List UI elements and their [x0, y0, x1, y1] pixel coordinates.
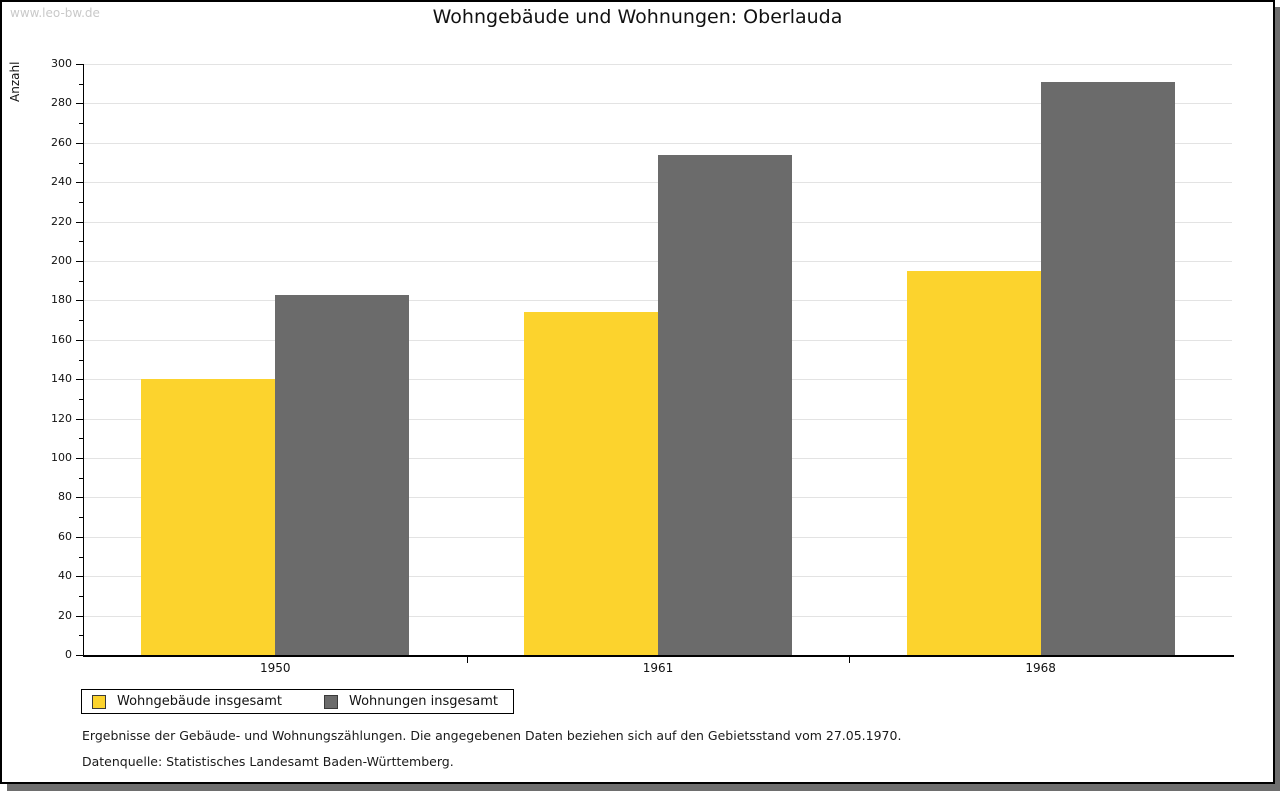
- watermark: www.leo-bw.de: [10, 6, 100, 20]
- y-tick-minor-150: [79, 359, 83, 361]
- y-tick-label-200: 200: [51, 254, 72, 267]
- y-tick-major-220: [76, 221, 83, 223]
- y-tick-minor-110: [79, 438, 83, 440]
- y-tick-major-100: [76, 458, 83, 459]
- y-axis-line: [83, 64, 84, 657]
- y-tick-label-180: 180: [51, 293, 72, 307]
- bar-1950-wohnungen-insgesamt: [275, 294, 410, 655]
- legend-label-wohnungen-insgesamt: Wohnungen insgesamt: [349, 694, 498, 709]
- y-tick-major-240: [76, 182, 83, 184]
- y-tick-label-20: 20: [58, 608, 72, 622]
- y-tick-label-60: 60: [58, 529, 72, 543]
- gridline-300: [84, 64, 1232, 65]
- bar-1968-wohnungen-insgesamt: [1040, 81, 1175, 655]
- gridline-260: [84, 142, 1232, 144]
- y-tick-minor-50: [79, 556, 83, 558]
- y-tick-label-40: 40: [58, 569, 72, 583]
- chart-title: Wohngebäude und Wohnungen: Oberlauda: [432, 6, 843, 28]
- y-tick-major-120: [76, 418, 83, 420]
- y-tick-minor-170: [79, 320, 83, 322]
- y-tick-minor-30: [79, 595, 83, 597]
- y-tick-minor-230: [79, 201, 83, 203]
- x-tick-1: [466, 657, 468, 663]
- y-tick-label-100: 100: [51, 451, 72, 464]
- y-tick-minor-70: [79, 517, 83, 519]
- footer-source: Datenquelle: Statistisches Landesamt Bad…: [82, 754, 454, 769]
- y-tick-label-260: 260: [51, 135, 72, 149]
- y-tick-minor-10: [79, 635, 83, 637]
- legend-swatch-wohnungen-insgesamt: [324, 694, 338, 709]
- y-tick-minor-90: [79, 477, 83, 479]
- legend: Wohngebäude insgesamt Wohnungen insgesamt: [81, 689, 514, 714]
- y-tick-major-0: [76, 655, 83, 656]
- y-tick-minor-190: [79, 280, 83, 282]
- y-tick-label-300: 300: [51, 57, 72, 70]
- y-tick-label-280: 280: [51, 96, 72, 110]
- y-tick-major-160: [76, 339, 83, 341]
- y-axis: 0 20 40 60 80 100 120 140 160 180 200 220 240 260 280 3…: [2, 58, 83, 661]
- y-tick-minor-270: [79, 123, 83, 125]
- bar-1961-wohngebaeude-insgesamt: [524, 312, 658, 655]
- legend-label-wohngebaeude-insgesamt: Wohngebäude insgesamt: [117, 694, 282, 709]
- y-tick-major-80: [76, 497, 83, 499]
- x-category-label-1961: 1961: [642, 661, 674, 675]
- footer-note: Ergebnisse der Gebäude- und Wohnungszähl…: [82, 728, 902, 743]
- bar-1968-wohngebaeude-insgesamt: [906, 270, 1041, 655]
- y-tick-minor-210: [79, 241, 83, 243]
- bar-1961-wohnungen-insgesamt: [658, 154, 792, 655]
- legend-item-wohngebaeude-insgesamt: Wohngebäude insgesamt: [92, 694, 282, 709]
- x-axis: 1950 1961 1968: [84, 655, 1232, 685]
- x-category-label-1968: 1968: [1025, 661, 1056, 675]
- y-tick-label-140: 140: [51, 372, 72, 386]
- y-tick-major-180: [76, 300, 83, 302]
- plot-area: [84, 64, 1232, 655]
- y-tick-label-0: 0: [65, 648, 72, 661]
- gridline-280: [84, 103, 1232, 105]
- x-category-label-1950: 1950: [260, 661, 291, 675]
- y-tick-major-300: [76, 64, 83, 65]
- y-tick-major-140: [76, 379, 83, 381]
- bar-1950-wohngebaeude-insgesamt: [141, 379, 276, 655]
- y-tick-major-200: [76, 261, 83, 262]
- y-tick-major-60: [76, 536, 83, 538]
- legend-item-wohnungen-insgesamt: Wohnungen insgesamt: [324, 694, 498, 709]
- x-tick-2: [849, 657, 851, 663]
- y-tick-label-160: 160: [51, 332, 72, 346]
- y-tick-major-40: [76, 576, 83, 578]
- y-tick-label-80: 80: [58, 490, 72, 504]
- y-tick-major-20: [76, 615, 83, 617]
- y-tick-label-220: 220: [51, 214, 72, 228]
- x-axis-line: [83, 655, 1234, 657]
- y-tick-minor-250: [79, 162, 83, 164]
- y-tick-minor-290: [79, 83, 83, 85]
- y-tick-major-280: [76, 103, 83, 105]
- y-tick-label-120: 120: [51, 411, 72, 425]
- legend-swatch-wohngebaeude-insgesamt: [92, 694, 106, 709]
- y-tick-label-240: 240: [51, 175, 72, 189]
- y-tick-minor-130: [79, 398, 83, 400]
- y-tick-major-260: [76, 142, 83, 144]
